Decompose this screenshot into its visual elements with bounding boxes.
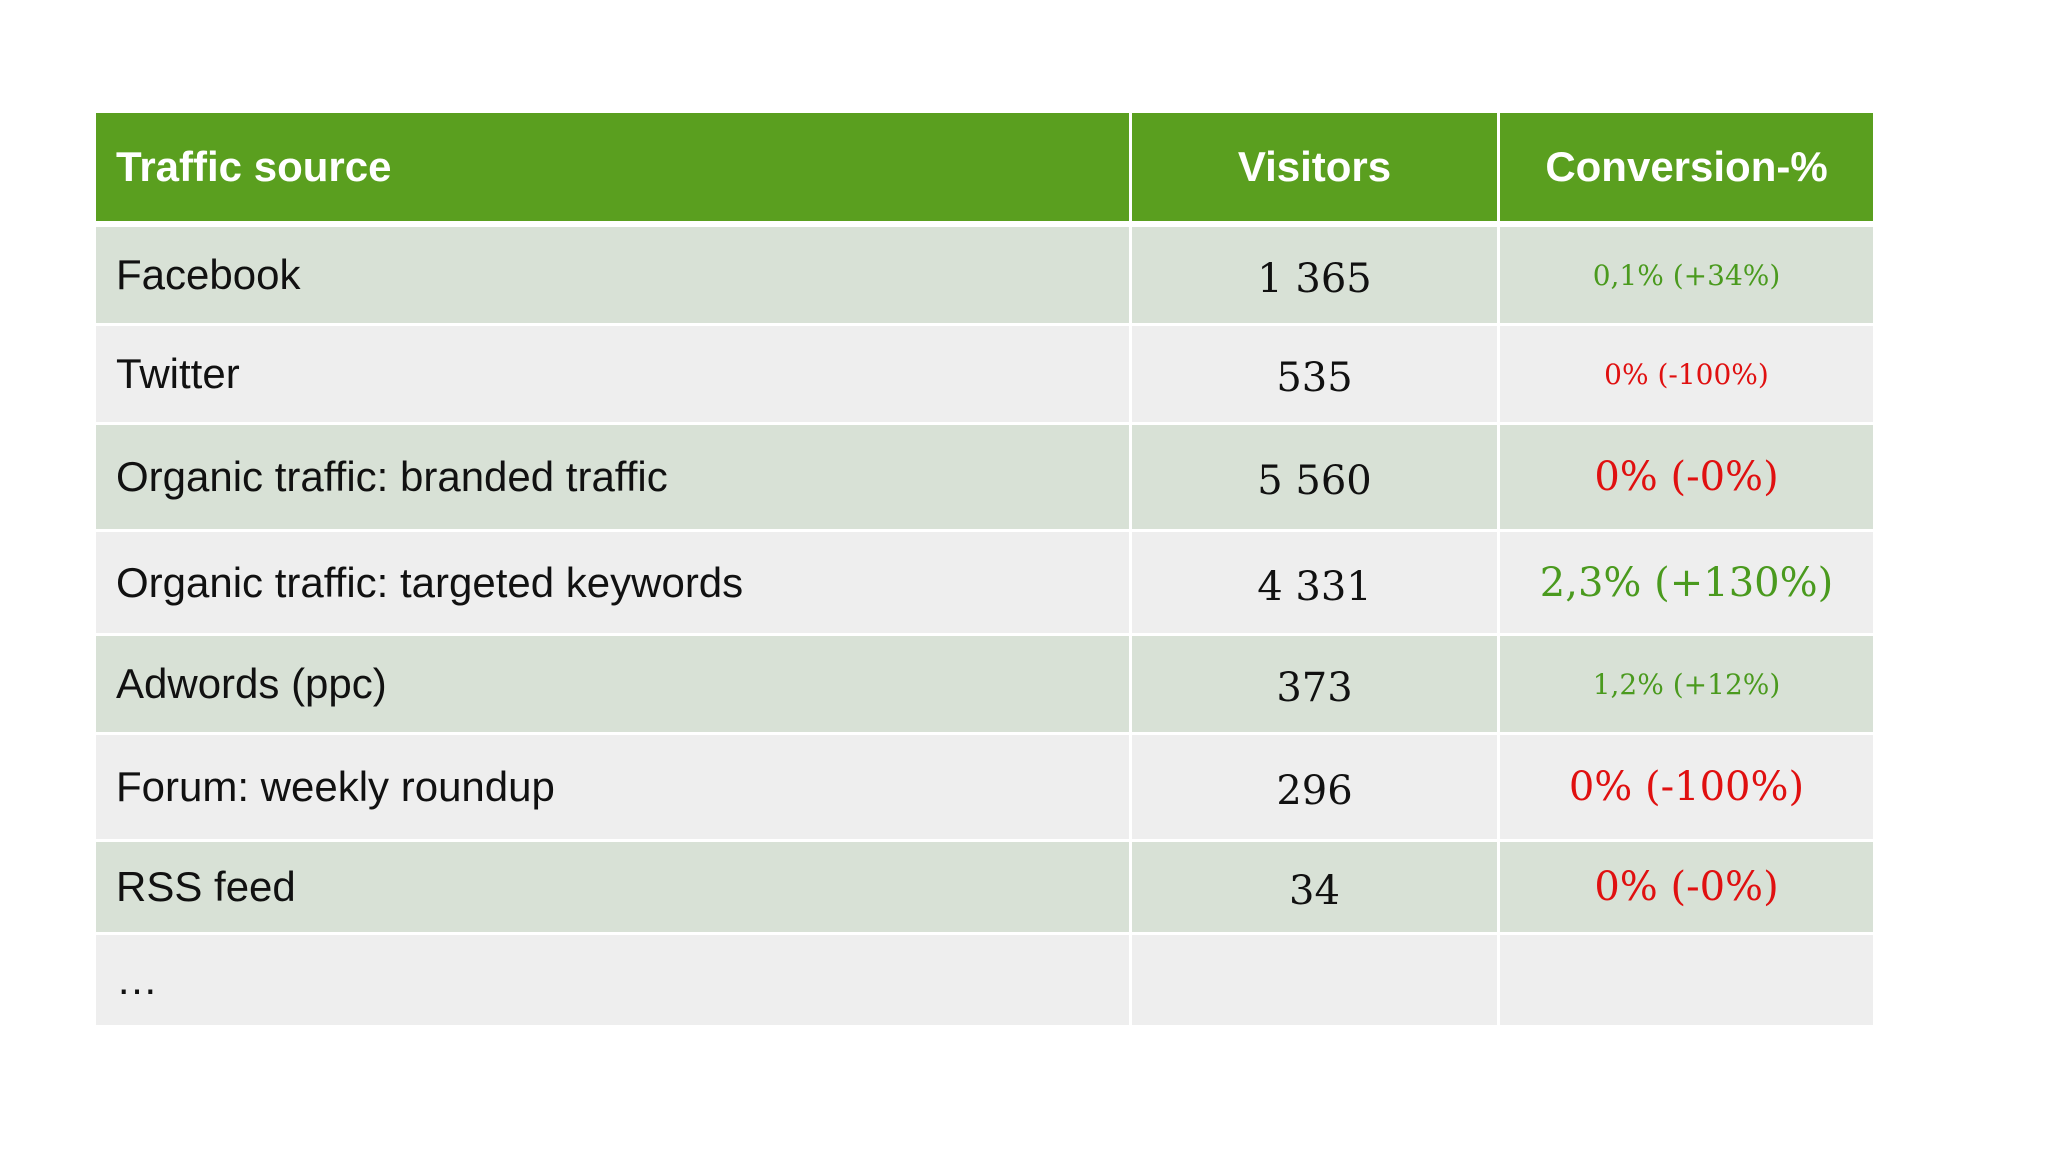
table-header-row: Traffic source Visitors Conversion-% [96,113,1873,227]
row-source: RSS feed [96,842,1132,935]
table-row: … [96,935,1873,1028]
row-source: Twitter [96,326,1132,425]
row-conversion [1500,935,1873,1028]
table-row: Organic traffic: branded traffic 5 560 0… [96,425,1873,532]
row-conversion: 0% (-0%) [1500,842,1873,935]
row-visitors: 296 [1132,735,1500,842]
row-source: Adwords (ppc) [96,636,1132,735]
row-source: Forum: weekly roundup [96,735,1132,842]
table-row: Adwords (ppc) 373 1,2% (+12%) [96,636,1873,735]
row-visitors: 4 331 [1132,532,1500,636]
row-visitors: 373 [1132,636,1500,735]
table-row: Twitter 535 0% (-100%) [96,326,1873,425]
header-traffic-source: Traffic source [96,113,1132,227]
table-row: Facebook 1 365 0,1% (+34%) [96,227,1873,326]
table-row: Organic traffic: targeted keywords 4 331… [96,532,1873,636]
header-conversion: Conversion-% [1500,113,1873,227]
row-visitors: 34 [1132,842,1500,935]
row-visitors: 1 365 [1132,227,1500,326]
row-source: Organic traffic: branded traffic [96,425,1132,532]
row-conversion: 0% (-100%) [1500,326,1873,425]
traffic-table: Traffic source Visitors Conversion-% Fac… [96,113,1873,1028]
header-visitors: Visitors [1132,113,1500,227]
row-conversion: 0% (-100%) [1500,735,1873,842]
row-source: … [96,935,1132,1028]
row-visitors: 535 [1132,326,1500,425]
table-row: Forum: weekly roundup 296 0% (-100%) [96,735,1873,842]
table-row: RSS feed 34 0% (-0%) [96,842,1873,935]
row-conversion: 0% (-0%) [1500,425,1873,532]
row-source: Organic traffic: targeted keywords [96,532,1132,636]
row-visitors [1132,935,1500,1028]
row-conversion: 2,3% (+130%) [1500,532,1873,636]
row-visitors: 5 560 [1132,425,1500,532]
row-conversion: 0,1% (+34%) [1500,227,1873,326]
row-source: Facebook [96,227,1132,326]
row-conversion: 1,2% (+12%) [1500,636,1873,735]
